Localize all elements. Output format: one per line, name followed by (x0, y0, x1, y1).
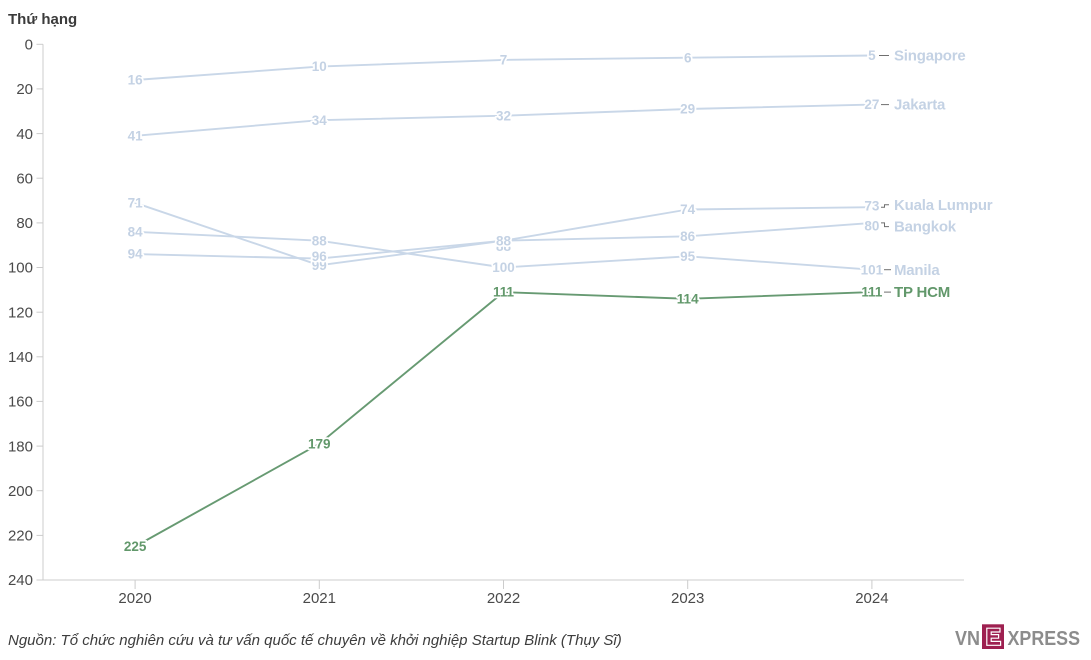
svg-text:Singapore: Singapore (894, 48, 966, 65)
svg-text:29: 29 (680, 102, 695, 117)
svg-text:2021: 2021 (303, 590, 336, 607)
svg-text:34: 34 (312, 113, 328, 128)
svg-text:60: 60 (16, 170, 33, 187)
svg-text:41: 41 (128, 128, 144, 143)
svg-text:88: 88 (312, 233, 328, 248)
svg-text:Bangkok: Bangkok (894, 219, 957, 236)
svg-text:2020: 2020 (118, 590, 151, 607)
svg-text:74: 74 (680, 202, 696, 217)
svg-text:2022: 2022 (487, 590, 520, 607)
svg-text:Thứ hạng: Thứ hạng (8, 11, 77, 28)
svg-text:160: 160 (8, 394, 33, 411)
svg-text:95: 95 (680, 249, 696, 264)
svg-text:Jakarta: Jakarta (894, 97, 946, 114)
svg-text:VN: VN (955, 627, 980, 650)
svg-text:80: 80 (16, 215, 33, 232)
svg-text:240: 240 (8, 572, 33, 589)
svg-text:111: 111 (861, 285, 883, 300)
svg-text:Manila: Manila (894, 262, 940, 279)
svg-text:27: 27 (864, 97, 879, 112)
svg-text:114: 114 (677, 291, 699, 306)
svg-text:10: 10 (312, 59, 327, 74)
svg-text:96: 96 (312, 249, 328, 264)
svg-text:179: 179 (308, 436, 331, 451)
svg-text:111: 111 (493, 285, 515, 300)
svg-text:99: 99 (312, 258, 327, 273)
svg-text:180: 180 (8, 438, 33, 455)
svg-text:6: 6 (684, 50, 692, 65)
svg-text:101: 101 (861, 262, 884, 277)
svg-text:120: 120 (8, 304, 33, 321)
svg-text:100: 100 (492, 260, 515, 275)
svg-text:80: 80 (864, 219, 879, 234)
svg-text:88: 88 (496, 239, 512, 254)
svg-text:XPRESS: XPRESS (1008, 627, 1081, 650)
svg-text:40: 40 (16, 126, 33, 143)
svg-text:Kuala Lumpur: Kuala Lumpur (894, 197, 993, 214)
svg-text:20: 20 (16, 81, 33, 98)
svg-text:2024: 2024 (855, 590, 888, 607)
svg-text:86: 86 (680, 229, 696, 244)
svg-text:2023: 2023 (671, 590, 704, 607)
svg-text:5: 5 (868, 48, 876, 63)
svg-text:220: 220 (8, 528, 33, 545)
svg-text:32: 32 (496, 108, 511, 123)
svg-text:TP HCM: TP HCM (894, 284, 950, 301)
svg-text:94: 94 (128, 247, 144, 262)
svg-text:88: 88 (496, 233, 512, 248)
svg-text:225: 225 (124, 539, 147, 554)
svg-text:100: 100 (8, 260, 33, 277)
svg-text:84: 84 (128, 224, 144, 239)
svg-text:16: 16 (128, 73, 144, 88)
svg-text:7: 7 (500, 53, 508, 68)
svg-text:200: 200 (8, 483, 33, 500)
svg-text:73: 73 (864, 199, 880, 214)
svg-text:140: 140 (8, 349, 33, 366)
svg-text:0: 0 (25, 37, 33, 54)
svg-text:71: 71 (128, 195, 144, 210)
svg-text:Nguồn: Tổ chức nghiên cứu và t: Nguồn: Tổ chức nghiên cứu và tư vấn quốc… (8, 632, 622, 649)
